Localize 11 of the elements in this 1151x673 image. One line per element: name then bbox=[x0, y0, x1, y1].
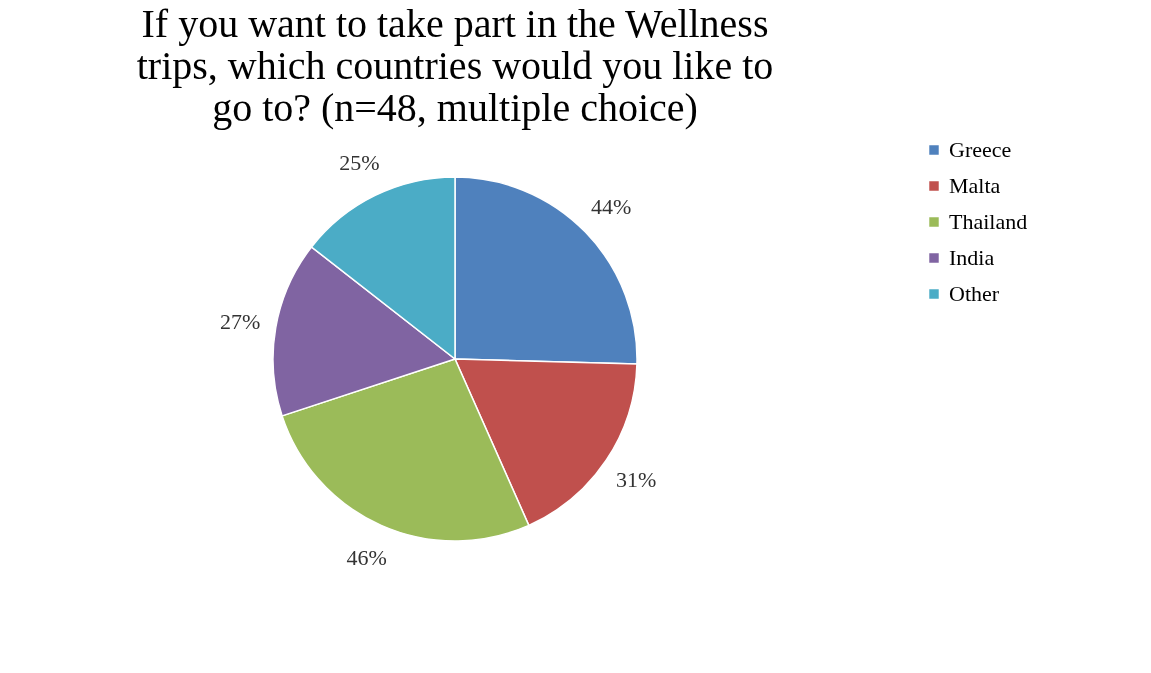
legend-label: Other bbox=[949, 281, 1000, 306]
data-label: 25% bbox=[339, 150, 380, 176]
legend-label: Greece bbox=[949, 137, 1012, 162]
data-label: 44% bbox=[591, 193, 632, 219]
data-label: 27% bbox=[220, 308, 261, 334]
data-label: 31% bbox=[615, 467, 657, 493]
data-label: 46% bbox=[346, 545, 387, 571]
legend-label: Thailand bbox=[949, 209, 1028, 234]
legend-label: Malta bbox=[949, 173, 1001, 198]
chart-title: If you want to take part in the Wellness trips, which countries would you like to go to? (n=48, multiple choice) bbox=[136, 1, 774, 130]
legend-label: India bbox=[949, 245, 995, 270]
